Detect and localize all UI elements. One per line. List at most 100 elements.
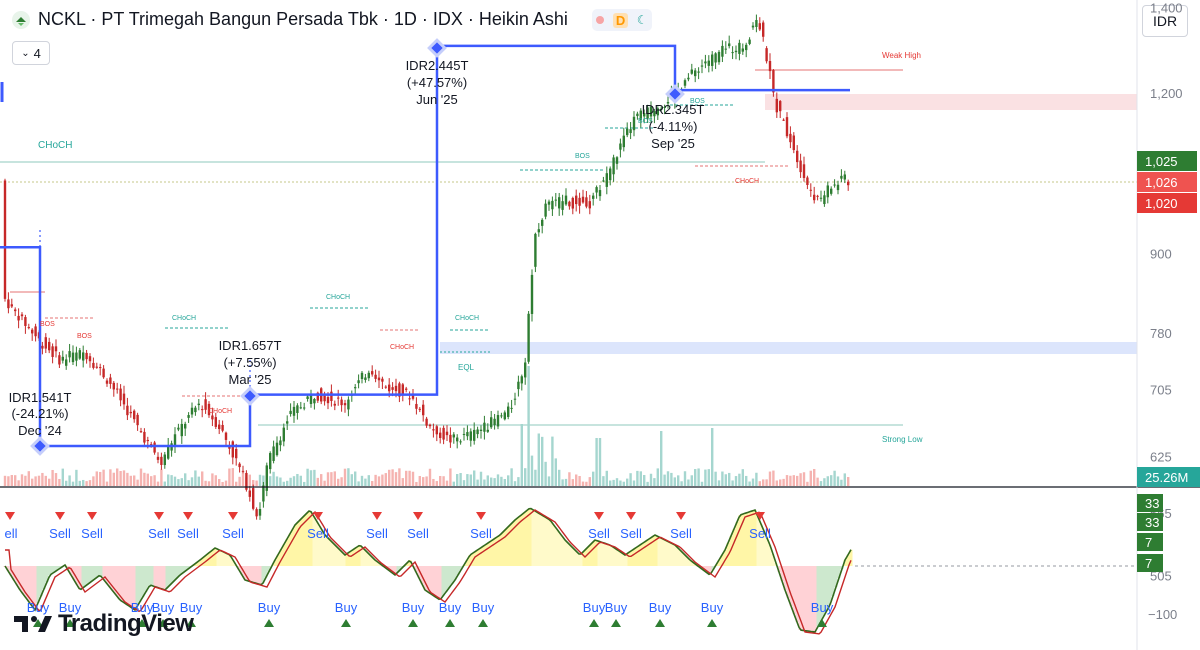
candle-body [207, 403, 211, 416]
oscillator-bar [30, 566, 34, 606]
sell-signal-label: Sell [366, 526, 388, 541]
candle-body [248, 490, 251, 497]
oscillator-bar [543, 517, 547, 566]
volume-bar [700, 481, 704, 486]
oscillator-bar [24, 566, 28, 598]
oscillator-bar [753, 510, 757, 566]
symbol-logo-icon[interactable] [12, 11, 30, 29]
indicator-legend-toggle[interactable]: ⌄ 4 [12, 41, 50, 65]
oscillator-bar [651, 536, 655, 566]
oscillator-bar [210, 550, 214, 566]
oscillator-bar [666, 541, 670, 566]
oscillator-bar [285, 539, 289, 566]
oscillator-bar [486, 543, 490, 566]
price-badge-label: 1,020 [1145, 196, 1178, 211]
oscillator-bar [312, 516, 316, 566]
volume-bar [666, 471, 670, 486]
volume-bar [799, 473, 802, 486]
oscillator-bar [6, 566, 10, 571]
candle-body [337, 397, 340, 399]
buy-signal-label: Buy [131, 600, 154, 615]
candle-body [452, 434, 455, 438]
sell-arrow-icon [5, 512, 15, 520]
candle-body [500, 415, 503, 417]
volume-bar [377, 476, 381, 486]
candle-body [578, 197, 581, 206]
sell-arrow-icon [183, 512, 193, 520]
candle-body [7, 299, 10, 309]
oscillator-bar [318, 526, 322, 566]
oscillator-bar [630, 550, 634, 566]
sell-arrow-icon [55, 512, 65, 520]
candle-body [275, 442, 279, 456]
volume-bar [547, 476, 551, 486]
volume-bar [374, 474, 377, 486]
oscillator-bar [528, 508, 532, 566]
oscillator-bar [825, 566, 829, 611]
oscillator-bar [75, 566, 79, 585]
candle-body [201, 409, 204, 411]
volume-bar [731, 480, 734, 486]
buy-signal-label: Buy [649, 600, 672, 615]
oscillator-bar [693, 563, 697, 566]
candle-body [415, 403, 418, 409]
oscillator-bar [156, 566, 160, 588]
oscillator-bar [84, 566, 88, 586]
sell-arrow-icon [228, 512, 238, 520]
volume-bar [517, 477, 520, 486]
oscillator-bar [348, 551, 352, 566]
buy-arrow-icon [817, 619, 827, 627]
strong-low-label: Strong Low [882, 435, 923, 444]
volume-bar [401, 478, 404, 486]
candle-body [738, 42, 741, 54]
volume-bar [282, 481, 285, 486]
candle-body [180, 423, 183, 437]
price-badge-label: 1,025 [1145, 154, 1178, 169]
oscillator-bar [33, 566, 37, 610]
volume-bar [741, 469, 744, 486]
candle-body [371, 371, 374, 375]
buy-arrow-icon [478, 619, 488, 627]
volume-bar [241, 472, 245, 486]
annotation-line: Jun '25 [416, 92, 458, 107]
tradingview-logo-icon [14, 616, 52, 632]
oscillator-bar [744, 513, 748, 566]
oscillator-bar [219, 550, 223, 566]
oscillator-axis[interactable]: 33 33 7 7 −100 [1137, 494, 1177, 622]
tradingview-logo[interactable]: TradingView [14, 610, 194, 637]
candle-body [303, 407, 306, 409]
volume-bar [728, 472, 731, 486]
oscillator-bar [831, 566, 835, 596]
annotation-marker [244, 390, 256, 402]
market-status-pill[interactable]: D ☾ [592, 9, 652, 31]
candle-body [238, 463, 241, 468]
oscillator-bar [132, 566, 136, 610]
oscillator-bar [657, 537, 661, 566]
indicator-count: 4 [33, 45, 41, 61]
oscillator-bar [786, 566, 790, 598]
oscillator-badge [1137, 533, 1163, 551]
candle-body [507, 406, 510, 417]
volume-bar [449, 468, 452, 486]
volume-bar [170, 475, 173, 486]
oscillator-bar [474, 551, 478, 566]
oscillator-bar [711, 566, 715, 570]
volume-bar [136, 479, 139, 486]
volume-bar [340, 477, 343, 486]
candle-body [75, 352, 78, 361]
price-tick-label: 505 [1150, 568, 1172, 583]
volume-bar [748, 481, 751, 486]
volume-bar [439, 475, 442, 486]
candle-body [721, 45, 724, 57]
candle-body [218, 424, 221, 430]
candle-body [58, 355, 61, 365]
volume-bar [751, 478, 755, 486]
volume-bar [653, 478, 656, 486]
candle-body [558, 197, 561, 209]
annotation-jun-25: IDR2.445T (+47.57%) Jun '25 [406, 58, 469, 107]
volume-bar [24, 475, 27, 486]
candle-body [765, 48, 768, 62]
currency-button[interactable]: IDR [1142, 5, 1188, 37]
oscillator-pane [3, 507, 853, 635]
